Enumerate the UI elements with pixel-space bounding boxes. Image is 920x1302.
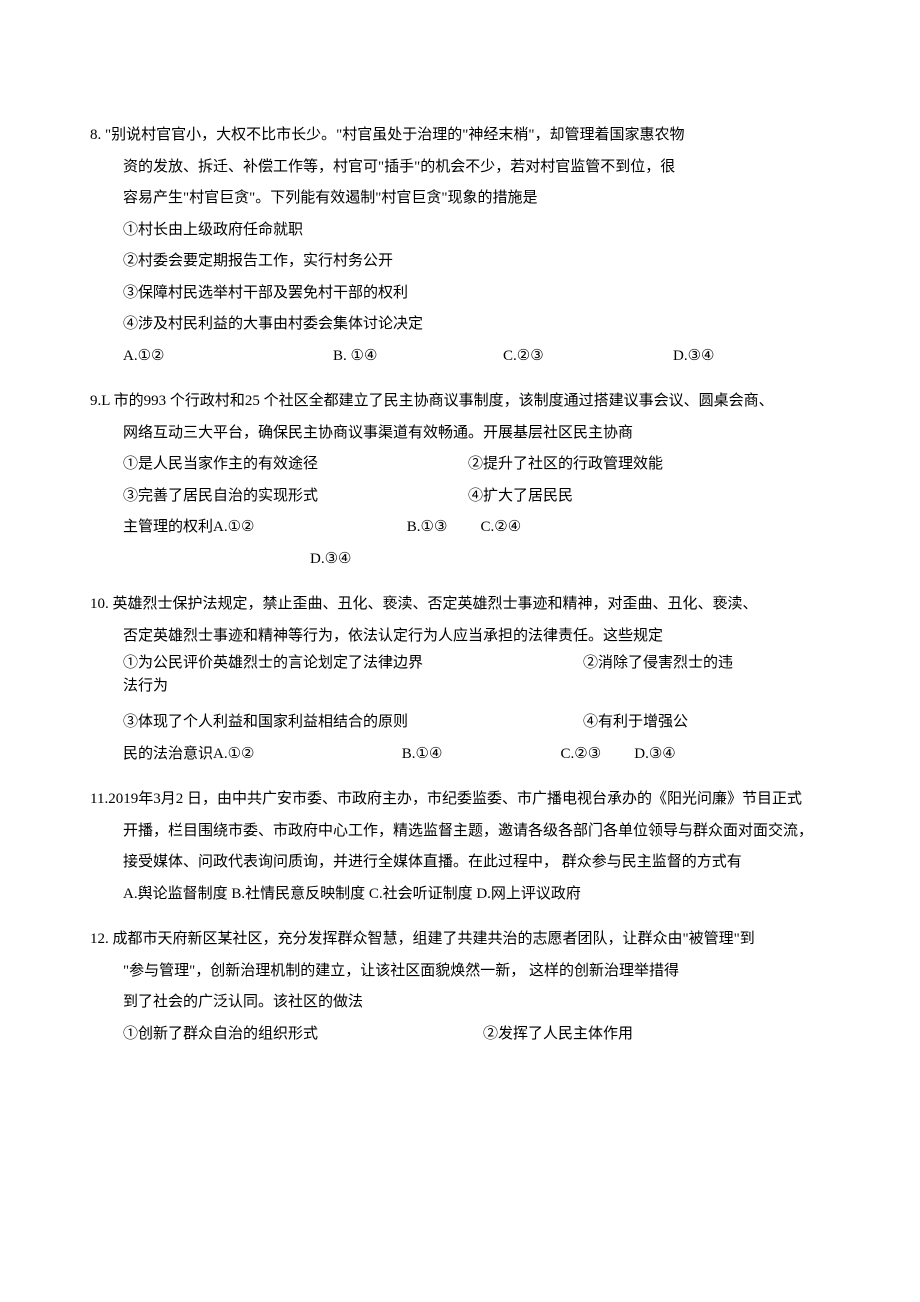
q8-opt-d: D.③④ <box>673 341 714 373</box>
q9-opt-d: D.③④ <box>90 544 840 576</box>
q9-opt-c: C.②④ <box>481 512 522 544</box>
question-12: 12. 成都市天府新区某社区，充分发挥群众智慧，组建了共建共治的志愿者团队，让群… <box>90 924 840 1050</box>
q9-last-text: 主管理的权利A.①② <box>123 512 403 544</box>
question-11: 11.2019年3月2 日，由中共广安市委、市政府主办，市纪委监委、市广播电视台… <box>90 784 840 910</box>
q10-opt-c: C.②③ <box>561 739 631 771</box>
q9-last-row: 主管理的权利A.①② B.①③ C.②④ <box>90 512 840 544</box>
q9-row2: ③完善了居民自治的实现形式 ④扩大了居民民 <box>90 481 840 513</box>
q8-stem-line3: 容易产生"村官巨贪"。下列能有效遏制"村官巨贪"现象的措施是 <box>90 183 840 215</box>
q9-sub1: ①是人民当家作主的有效途径 <box>123 449 468 481</box>
q9-sub4: ④扩大了居民民 <box>468 481 840 513</box>
q10-sub2b: 法行为 <box>90 675 840 698</box>
q8-sub1: ①村长由上级政府任命就职 <box>90 215 840 247</box>
q8-sub3: ③保障村民选举村干部及罢免村干部的权利 <box>90 278 840 310</box>
q12-row1: ①创新了群众自治的组织形式 ②发挥了人民主体作用 <box>90 1019 840 1051</box>
q10-stem-line2: 否定英雄烈士事迹和精神等行为，依法认定行为人应当承担的法律责任。这些规定 <box>90 621 840 653</box>
question-10: 10. 英雄烈士保护法规定，禁止歪曲、丑化、亵渎、否定英雄烈士事迹和精神，对歪曲… <box>90 589 840 770</box>
q10-opt-d: D.③④ <box>634 739 675 771</box>
q10-stem-line1: 10. 英雄烈士保护法规定，禁止歪曲、丑化、亵渎、否定英雄烈士事迹和精神，对歪曲… <box>90 589 840 621</box>
question-9: 9.L 市的993 个行政村和25 个社区全都建立了民主协商议事制度，该制度通过… <box>90 386 840 575</box>
spacer <box>90 697 840 707</box>
q9-sub3: ③完善了居民自治的实现形式 <box>123 481 468 513</box>
q10-sub1: ①为公民评价英雄烈士的言论划定了法律边界 <box>123 652 583 675</box>
q10-row1: ①为公民评价英雄烈士的言论划定了法律边界 ②消除了侵害烈士的违 <box>90 652 840 675</box>
q8-stem-line1: 8. "别说村官官小，大权不比市长少。"村官虽处于治理的"神经末梢"，却管理着国… <box>90 120 840 152</box>
q8-stem-line2: 资的发放、拆迁、补偿工作等，村官可"插手"的机会不少，若对村官监管不到位，很 <box>90 152 840 184</box>
q10-opt-b: B.①④ <box>402 739 557 771</box>
q12-stem-line2: "参与管理"，创新治理机制的建立，让该社区面貌焕然一新， 这样的创新治理举措得 <box>90 956 840 988</box>
q9-stem-line2: 网络互动三大平台，确保民主协商议事渠道有效畅通。开展基层社区民主协商 <box>90 418 840 450</box>
q9-sub2: ②提升了社区的行政管理效能 <box>468 449 840 481</box>
q8-sub2: ②村委会要定期报告工作，实行村务公开 <box>90 246 840 278</box>
q10-sub4: ④有利于增强公 <box>583 707 688 739</box>
q11-options: A.舆论监督制度 B.社情民意反映制度 C.社会听证制度 D.网上评议政府 <box>90 879 840 911</box>
q10-last: 民的法治意识A.①② <box>123 739 398 771</box>
document-page: 8. "别说村官官小，大权不比市长少。"村官虽处于治理的"神经末梢"，却管理着国… <box>0 0 920 1302</box>
q12-stem-line3: 到了社会的广泛认同。该社区的做法 <box>90 987 840 1019</box>
q9-row1: ①是人民当家作主的有效途径 ②提升了社区的行政管理效能 <box>90 449 840 481</box>
q11-stem-line3: 接受媒体、问政代表询问质询，并进行全媒体直播。在此过程中， 群众参与民主监督的方… <box>90 847 840 879</box>
q8-opt-b: B. ①④ <box>333 341 503 373</box>
q9-opt-b: B.①③ <box>407 512 477 544</box>
q12-sub1: ①创新了群众自治的组织形式 <box>123 1019 483 1051</box>
q8-options: A.①② B. ①④ C.②③ D.③④ <box>90 341 840 373</box>
q12-stem-line1: 12. 成都市天府新区某社区，充分发挥群众智慧，组建了共建共治的志愿者团队，让群… <box>90 924 840 956</box>
q12-sub2: ②发挥了人民主体作用 <box>483 1019 840 1051</box>
q8-opt-a: A.①② <box>123 341 333 373</box>
q8-opt-c: C.②③ <box>503 341 673 373</box>
q10-opts-row: 民的法治意识A.①② B.①④ C.②③ D.③④ <box>90 739 840 771</box>
q10-row2: ③体现了个人利益和国家利益相结合的原则 ④有利于增强公 <box>90 707 840 739</box>
q11-stem-line2: 开播，栏目围绕市委、市政府中心工作，精选监督主题，邀请各级各部门各单位领导与群众… <box>90 816 840 848</box>
q10-sub3: ③体现了个人利益和国家利益相结合的原则 <box>123 707 583 739</box>
q8-sub4: ④涉及村民利益的大事由村委会集体讨论决定 <box>90 309 840 341</box>
q9-stem-line1: 9.L 市的993 个行政村和25 个社区全都建立了民主协商议事制度，该制度通过… <box>90 386 840 418</box>
q11-stem-line1: 11.2019年3月2 日，由中共广安市委、市政府主办，市纪委监委、市广播电视台… <box>90 784 840 816</box>
question-8: 8. "别说村官官小，大权不比市长少。"村官虽处于治理的"神经末梢"，却管理着国… <box>90 120 840 372</box>
q10-sub2a: ②消除了侵害烈士的违 <box>583 652 733 675</box>
